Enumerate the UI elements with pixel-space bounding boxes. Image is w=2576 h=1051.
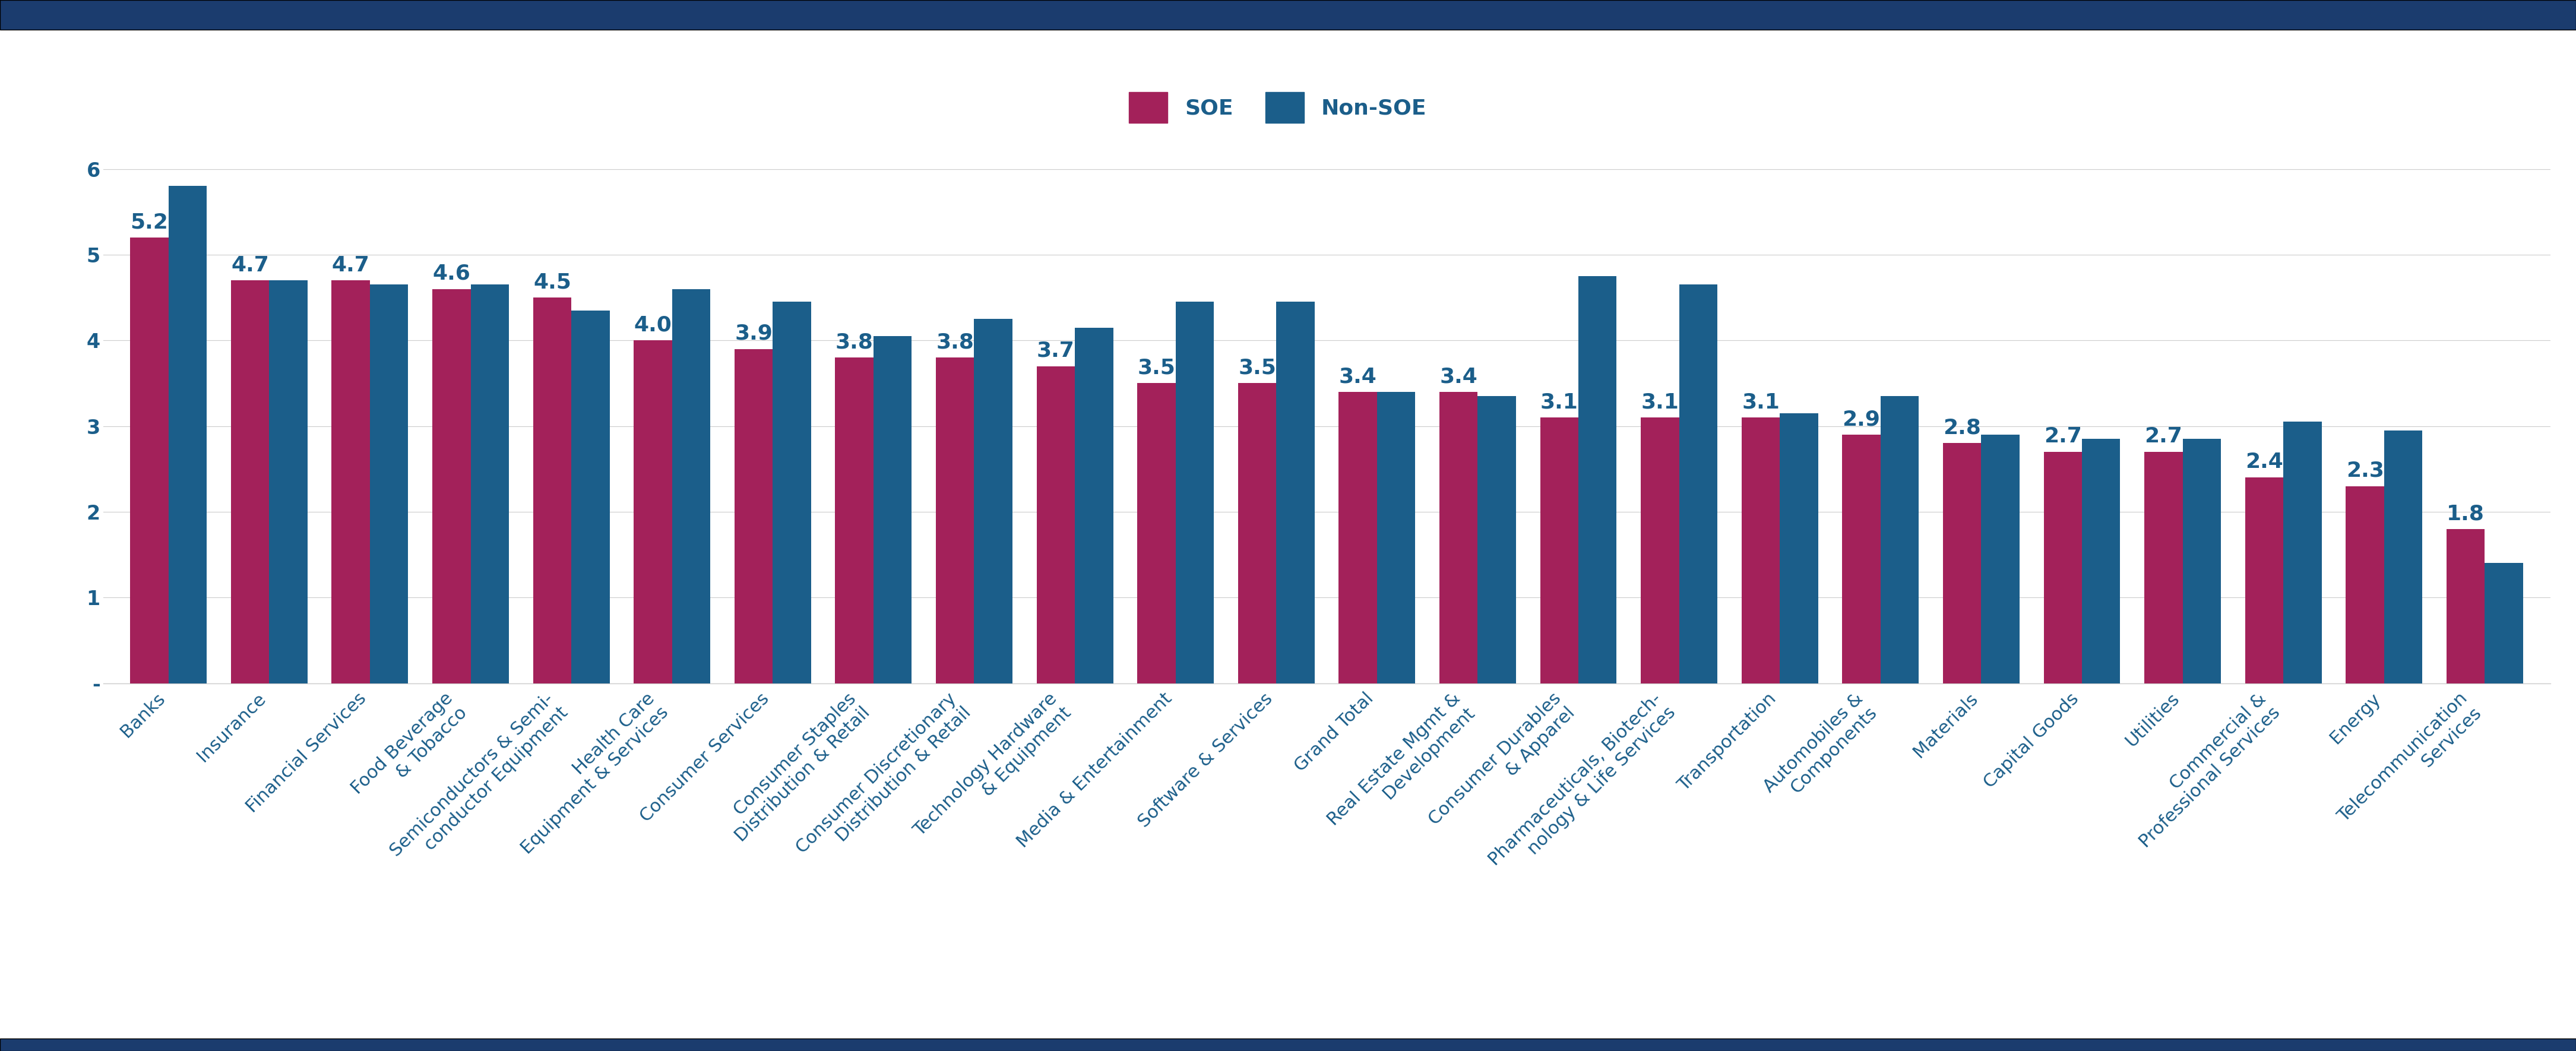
Bar <box>2143 452 2182 683</box>
Bar <box>2383 430 2421 683</box>
Bar <box>1981 435 2020 683</box>
Text: 2.9: 2.9 <box>1842 409 1880 430</box>
Bar <box>634 341 672 683</box>
Bar <box>1942 444 1981 683</box>
Legend: SOE, Non-SOE: SOE, Non-SOE <box>1128 92 1427 123</box>
Bar <box>1340 392 1378 683</box>
Bar <box>1641 417 1680 683</box>
Bar <box>1139 384 1175 683</box>
Bar <box>572 310 611 683</box>
Bar <box>131 238 167 683</box>
Text: 1.8: 1.8 <box>2447 503 2486 523</box>
Bar <box>2081 439 2120 683</box>
Bar <box>1036 366 1074 683</box>
Bar <box>332 281 371 683</box>
Text: 3.9: 3.9 <box>734 324 773 344</box>
Bar <box>1479 396 1515 683</box>
Bar <box>1440 392 1479 683</box>
Bar <box>2043 452 2081 683</box>
Bar <box>1579 276 1618 683</box>
Bar <box>2282 421 2321 683</box>
Bar <box>1239 384 1275 683</box>
Text: 2.8: 2.8 <box>1942 418 1981 438</box>
Bar <box>270 281 307 683</box>
Bar <box>1175 302 1213 683</box>
Text: 3.1: 3.1 <box>1641 392 1680 412</box>
Text: 3.7: 3.7 <box>1036 341 1074 360</box>
Bar <box>471 285 510 683</box>
Text: 3.4: 3.4 <box>1340 367 1376 387</box>
Bar <box>734 349 773 683</box>
Bar <box>167 186 206 683</box>
Text: 4.7: 4.7 <box>332 255 371 275</box>
Bar <box>371 285 407 683</box>
Bar <box>2246 477 2282 683</box>
Bar <box>533 297 572 683</box>
Text: 2.7: 2.7 <box>2146 427 2182 447</box>
Bar <box>433 289 471 683</box>
Bar <box>1680 285 1718 683</box>
Bar <box>1741 417 1780 683</box>
Bar <box>2447 529 2486 683</box>
Bar <box>835 357 873 683</box>
Bar <box>2486 563 2522 683</box>
Bar <box>2347 486 2383 683</box>
Bar <box>1074 328 1113 683</box>
Text: 3.1: 3.1 <box>1540 392 1579 412</box>
Text: 4.7: 4.7 <box>232 255 268 275</box>
Bar <box>1880 396 1919 683</box>
Text: 3.1: 3.1 <box>1741 392 1780 412</box>
Bar <box>974 318 1012 683</box>
Bar <box>1842 435 1880 683</box>
Bar <box>773 302 811 683</box>
Text: 2.7: 2.7 <box>2043 427 2081 447</box>
Text: 4.6: 4.6 <box>433 264 471 284</box>
Bar <box>1540 417 1579 683</box>
Text: 3.4: 3.4 <box>1440 367 1479 387</box>
Bar <box>2182 439 2221 683</box>
Bar <box>1378 392 1414 683</box>
Bar <box>1275 302 1314 683</box>
Text: 3.8: 3.8 <box>935 332 974 352</box>
Text: 4.5: 4.5 <box>533 272 572 292</box>
Text: 2.4: 2.4 <box>2246 452 2282 472</box>
Bar <box>1780 413 1819 683</box>
Text: 3.5: 3.5 <box>1139 358 1175 378</box>
Bar <box>232 281 270 683</box>
Text: 4.0: 4.0 <box>634 315 672 335</box>
Bar <box>935 357 974 683</box>
Text: 3.5: 3.5 <box>1239 358 1275 378</box>
Text: 5.2: 5.2 <box>131 212 167 232</box>
Text: 3.8: 3.8 <box>835 332 873 352</box>
Bar <box>672 289 711 683</box>
Text: 2.3: 2.3 <box>2347 460 2383 481</box>
Bar <box>873 336 912 683</box>
